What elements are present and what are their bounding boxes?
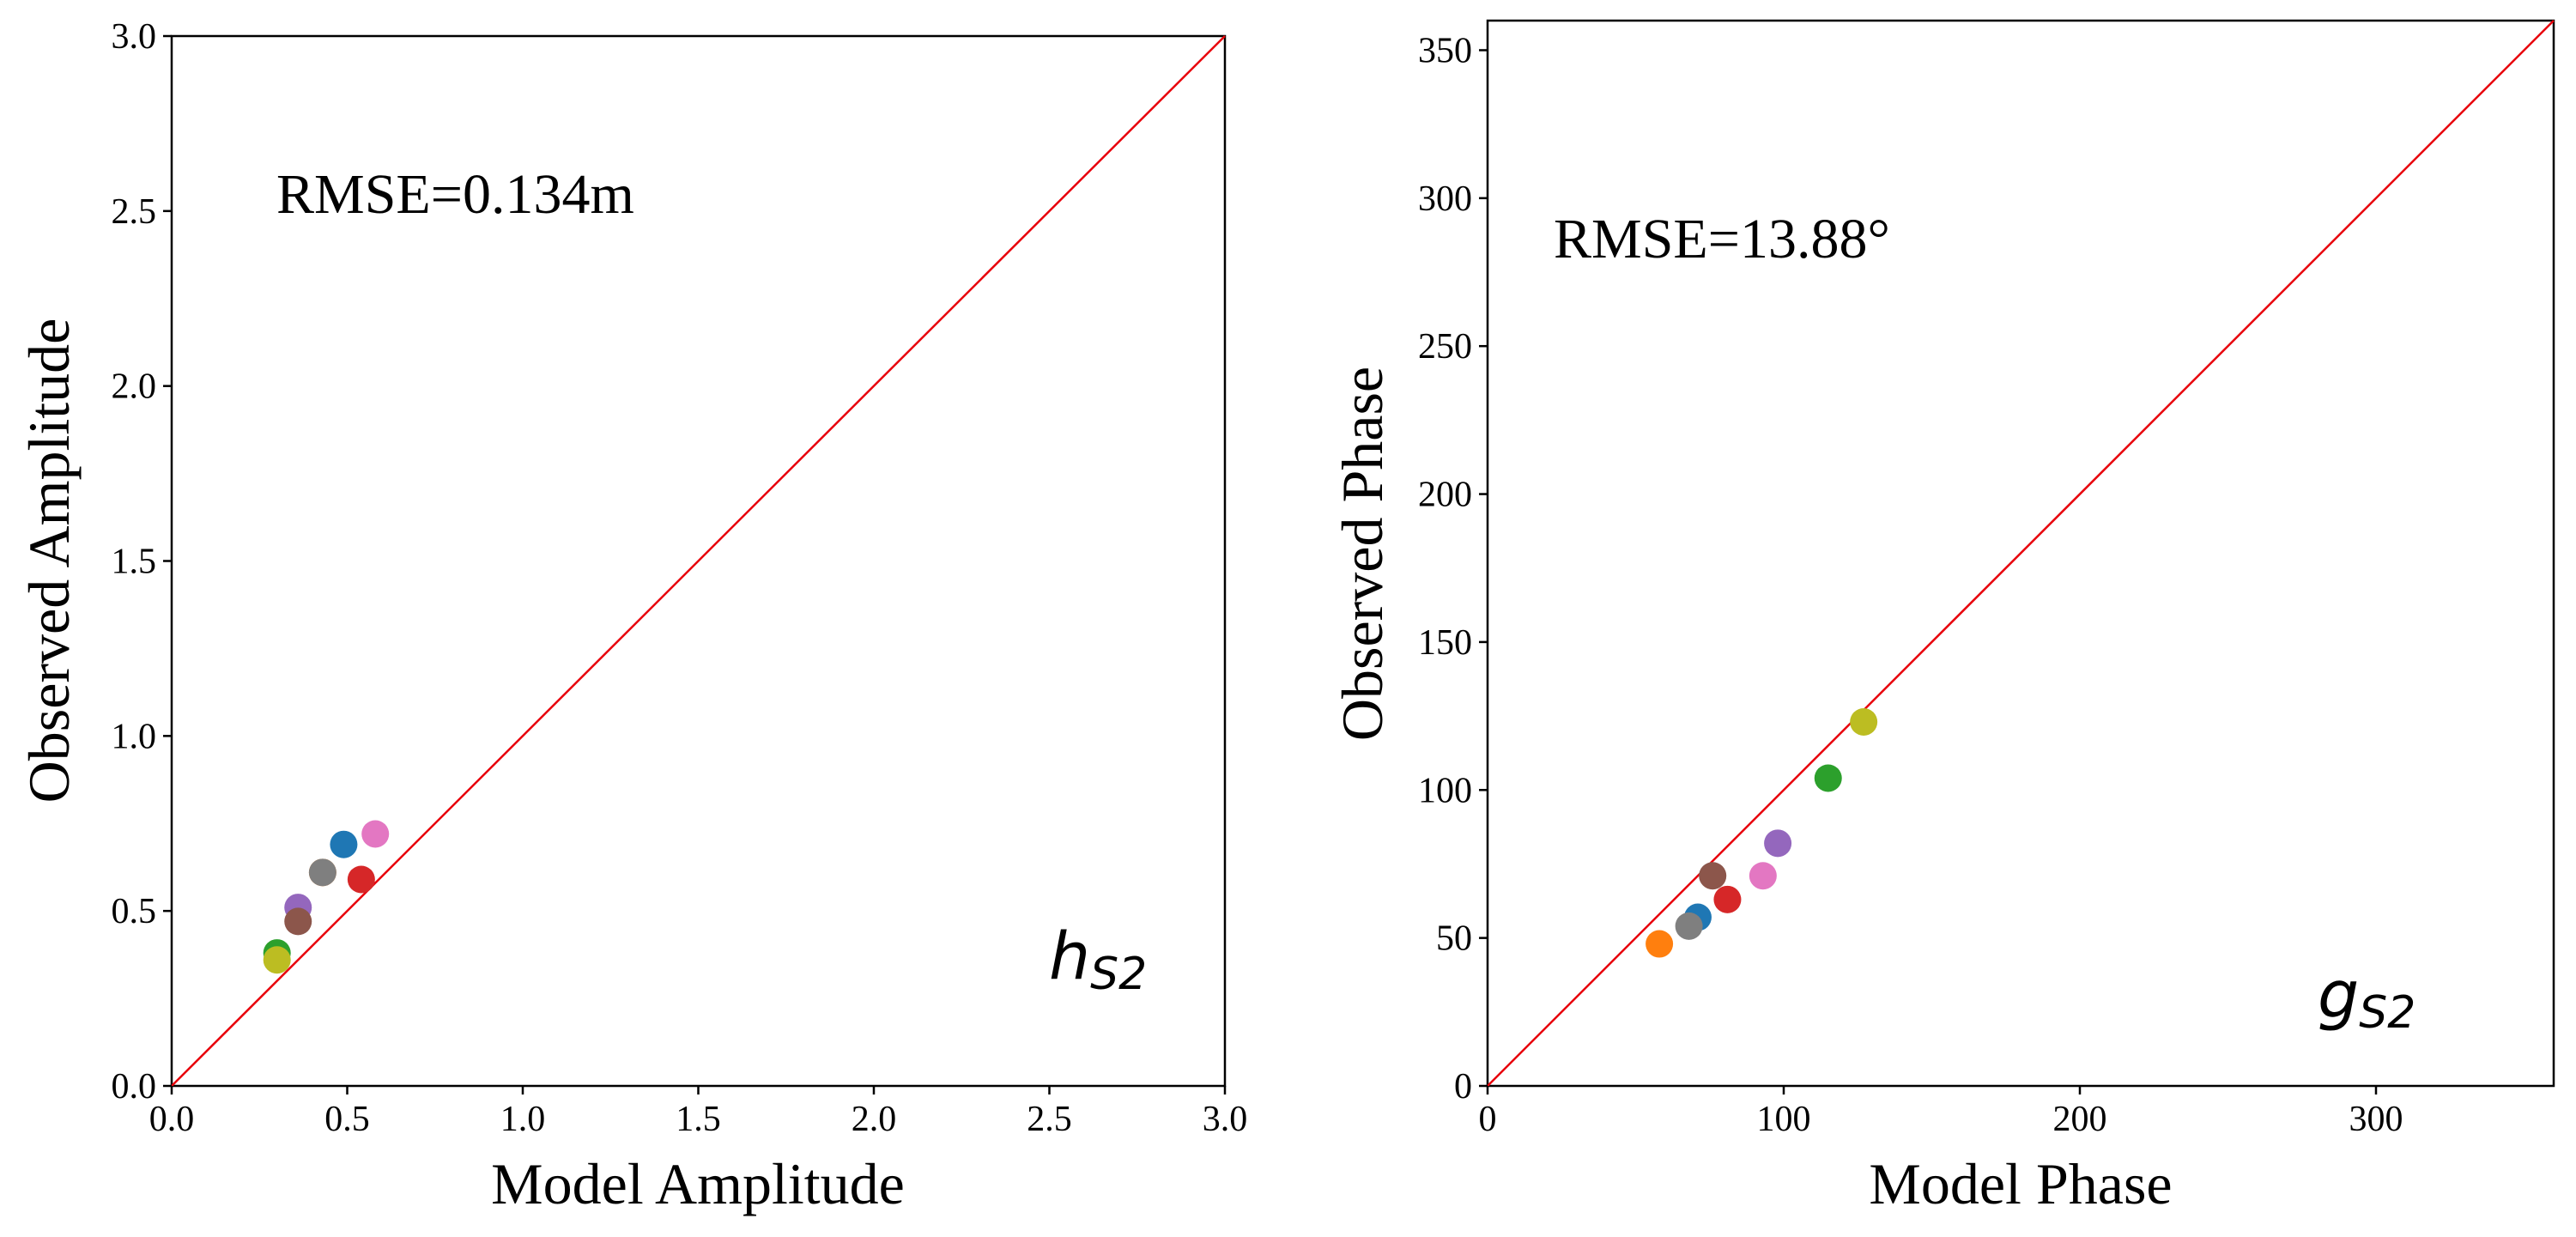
phase-constituent-label: gS2 bbox=[2318, 956, 2415, 1039]
phase-x-ticks: 0 100 200 300 bbox=[1479, 1086, 2403, 1139]
amplitude-x-ticks: 0.0 0.5 1.0 1.5 2.0 2.5 3.0 bbox=[149, 1086, 1248, 1139]
amplitude-y-ticks: 0.0 0.5 1.0 1.5 2.0 2.5 3.0 bbox=[112, 17, 172, 1107]
phase-y-tick-label-2: 100 bbox=[1418, 771, 1472, 810]
phase-y-tick-label-3: 150 bbox=[1418, 623, 1472, 663]
phase-data-point-7 bbox=[1749, 862, 1777, 890]
phase-y-tick-label-7: 350 bbox=[1418, 31, 1472, 70]
phase-y-axis-label: Observed Phase bbox=[1330, 367, 1395, 741]
phase-x-tick-label-2: 200 bbox=[2053, 1100, 2107, 1139]
amplitude-y-tick-label-3: 1.5 bbox=[112, 543, 157, 582]
amplitude-data-point-7 bbox=[361, 820, 390, 848]
amplitude-scatter-panel: 0.0 0.5 1.0 1.5 2.0 2.5 3.0 0.0 0.5 1.0 1.5 2.0 2.5… bbox=[16, 17, 1247, 1216]
phase-constituent-subscript: S2 bbox=[2359, 987, 2415, 1039]
amplitude-constituent-symbol: h bbox=[1049, 918, 1090, 994]
amplitude-y-tick-label-4: 2.0 bbox=[112, 367, 157, 407]
phase-points bbox=[1646, 707, 1878, 958]
phase-data-point-9 bbox=[1850, 707, 1878, 736]
phase-constituent-symbol: g bbox=[2318, 956, 2359, 1033]
phase-y-tick-label-1: 50 bbox=[1436, 919, 1472, 959]
phase-rmse-annotation: RMSE=13.88° bbox=[1554, 208, 1890, 270]
phase-data-point-5 bbox=[1764, 829, 1792, 858]
phase-y-ticks: 0 50 100 150 200 250 300 350 bbox=[1418, 31, 1488, 1107]
amplitude-rmse-annotation: RMSE=0.134m bbox=[276, 163, 634, 226]
amplitude-y-tick-label-0: 0.0 bbox=[112, 1067, 157, 1107]
phase-data-point-4 bbox=[1713, 885, 1742, 913]
phase-y-tick-label-5: 250 bbox=[1418, 327, 1472, 367]
amplitude-x-tick-label-0: 0.0 bbox=[149, 1100, 195, 1139]
phase-plot-frame bbox=[1486, 19, 2555, 1088]
phase-y-tick-label-4: 200 bbox=[1418, 476, 1472, 515]
amplitude-x-tick-label-2: 1.0 bbox=[500, 1100, 546, 1139]
amplitude-points bbox=[263, 820, 390, 974]
amplitude-x-tick-label-3: 1.5 bbox=[676, 1100, 721, 1139]
phase-data-point-2 bbox=[1646, 930, 1674, 958]
amplitude-constituent-subscript: S2 bbox=[1090, 949, 1147, 1000]
phase-y-tick-label-0: 0 bbox=[1454, 1067, 1472, 1107]
amplitude-x-tick-label-4: 2.0 bbox=[852, 1100, 897, 1139]
amplitude-x-tick-label-6: 3.0 bbox=[1203, 1100, 1248, 1139]
phase-y-tick-label-6: 300 bbox=[1418, 179, 1472, 219]
amplitude-y-axis-label: Observed Amplitude bbox=[16, 318, 82, 803]
amplitude-y-tick-label-6: 3.0 bbox=[112, 17, 157, 57]
amplitude-data-point-9 bbox=[263, 946, 291, 974]
amplitude-data-point-8 bbox=[308, 858, 336, 887]
amplitude-x-tick-label-1: 0.5 bbox=[324, 1100, 370, 1139]
amplitude-data-point-1 bbox=[330, 830, 358, 858]
phase-x-tick-label-3: 300 bbox=[2349, 1100, 2403, 1139]
amplitude-data-point-6 bbox=[284, 907, 312, 936]
phase-x-tick-label-1: 100 bbox=[1757, 1100, 1811, 1139]
amplitude-x-tick-label-5: 2.5 bbox=[1027, 1100, 1072, 1139]
phase-identity-line bbox=[1487, 20, 2555, 1087]
amplitude-y-tick-label-5: 2.5 bbox=[112, 192, 157, 232]
amplitude-x-axis-label: Model Amplitude bbox=[491, 1151, 905, 1216]
phase-data-point-8 bbox=[1675, 912, 1703, 940]
amplitude-y-tick-label-2: 1.0 bbox=[112, 717, 157, 756]
amplitude-y-tick-label-1: 0.5 bbox=[112, 892, 157, 931]
amplitude-data-point-4 bbox=[347, 865, 375, 894]
phase-data-point-6 bbox=[1699, 862, 1727, 890]
phase-scatter-panel: 0 100 200 300 0 50 100 150 200 250 300 350 Model P… bbox=[1330, 19, 2555, 1216]
amplitude-constituent-label: hS2 bbox=[1049, 918, 1147, 1000]
amplitude-identity-line bbox=[171, 35, 1226, 1087]
phase-x-axis-label: Model Phase bbox=[1869, 1151, 2172, 1216]
phase-data-point-3 bbox=[1814, 764, 1842, 792]
phase-x-tick-label-0: 0 bbox=[1479, 1100, 1497, 1139]
